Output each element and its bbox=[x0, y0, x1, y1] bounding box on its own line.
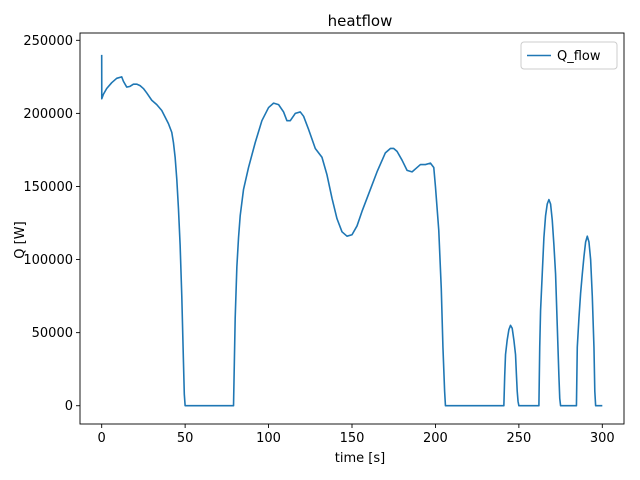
plot-data-layer bbox=[100, 54, 603, 407]
x-tick-label: 0 bbox=[98, 431, 106, 446]
y-tick-label: 0 bbox=[65, 399, 73, 414]
x-tick-label: 100 bbox=[256, 431, 281, 446]
y-tick-label: 200000 bbox=[23, 107, 73, 122]
y-tick-label: 150000 bbox=[23, 180, 73, 195]
x-axis-label: time [s] bbox=[335, 451, 385, 466]
x-tick-label: 150 bbox=[340, 431, 365, 446]
y-axis-label: Q [W] bbox=[13, 221, 28, 258]
x-tick-label: 200 bbox=[423, 431, 448, 446]
axes-layer: 0 50 100 150 200 250 300 0 50000 100000 150000 2000… bbox=[23, 32, 625, 446]
x-tick-label: 50 bbox=[177, 431, 194, 446]
legend-box bbox=[520, 41, 618, 70]
x-tick-label: 250 bbox=[506, 431, 531, 446]
x-tick-label: 300 bbox=[590, 431, 615, 446]
legend-label: Q_flow bbox=[557, 49, 601, 64]
y-tick-label: 250000 bbox=[23, 34, 73, 49]
series-line-Q_flow bbox=[100, 54, 603, 407]
y-tick-label: 100000 bbox=[23, 253, 73, 268]
y-tick-label: 50000 bbox=[32, 326, 73, 341]
chart-title: heatflow bbox=[328, 12, 393, 30]
legend: Q_flow bbox=[520, 41, 618, 70]
